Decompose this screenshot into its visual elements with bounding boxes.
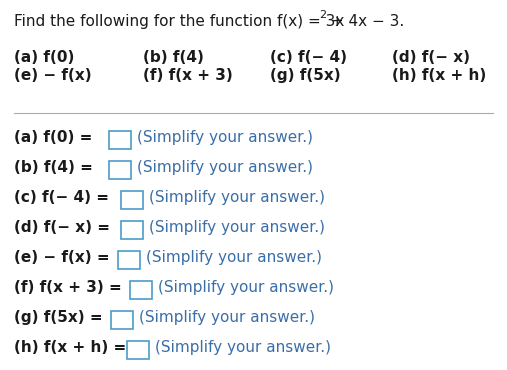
Text: (e) − f(x): (e) − f(x) <box>14 68 92 83</box>
Text: (d) f(− x) =: (d) f(− x) = <box>14 220 115 235</box>
Text: (Simplify your answer.): (Simplify your answer.) <box>155 340 331 355</box>
Text: (e) − f(x) =: (e) − f(x) = <box>14 250 115 265</box>
Text: (a) f(0): (a) f(0) <box>14 50 75 65</box>
Text: (b) f(4) =: (b) f(4) = <box>14 160 98 175</box>
Bar <box>118 251 140 269</box>
Text: (d) f(− x): (d) f(− x) <box>392 50 470 65</box>
Text: (b) f(4): (b) f(4) <box>143 50 204 65</box>
Bar <box>121 191 143 209</box>
Text: (c) f(− 4): (c) f(− 4) <box>270 50 347 65</box>
Text: (Simplify your answer.): (Simplify your answer.) <box>146 250 322 265</box>
Text: (g) f(5x): (g) f(5x) <box>270 68 341 83</box>
Text: (Simplify your answer.): (Simplify your answer.) <box>137 130 313 145</box>
Text: (Simplify your answer.): (Simplify your answer.) <box>137 160 313 175</box>
Text: (Simplify your answer.): (Simplify your answer.) <box>139 310 315 325</box>
Bar <box>130 281 152 299</box>
Text: + 4x − 3.: + 4x − 3. <box>326 14 404 29</box>
Text: 2: 2 <box>319 10 326 20</box>
Bar <box>121 221 143 239</box>
Bar <box>109 161 131 179</box>
Text: Find the following for the function f(x) = 3x: Find the following for the function f(x)… <box>14 14 344 29</box>
Text: (h) f(x + h) =: (h) f(x + h) = <box>14 340 131 355</box>
Text: (Simplify your answer.): (Simplify your answer.) <box>149 220 325 235</box>
Bar <box>111 311 133 329</box>
Text: (f) f(x + 3): (f) f(x + 3) <box>143 68 233 83</box>
Text: (c) f(− 4) =: (c) f(− 4) = <box>14 190 114 205</box>
Text: (g) f(5x) =: (g) f(5x) = <box>14 310 108 325</box>
Text: (f) f(x + 3) =: (f) f(x + 3) = <box>14 280 127 295</box>
Text: (a) f(0) =: (a) f(0) = <box>14 130 98 145</box>
Bar <box>109 131 131 149</box>
Bar <box>127 341 149 359</box>
Text: (Simplify your answer.): (Simplify your answer.) <box>158 280 334 295</box>
Text: (h) f(x + h): (h) f(x + h) <box>392 68 486 83</box>
Text: (Simplify your answer.): (Simplify your answer.) <box>149 190 325 205</box>
